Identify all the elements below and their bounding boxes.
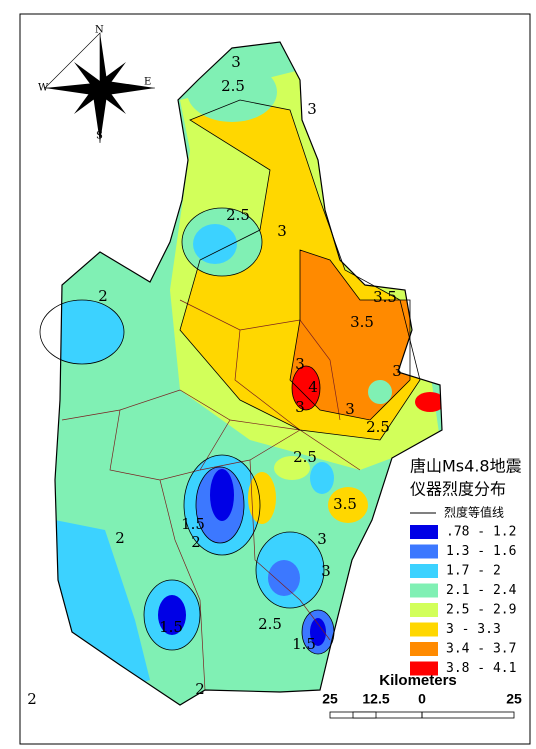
- compass-s: S: [96, 131, 103, 142]
- legend-label: 3.4 - 3.7: [446, 642, 516, 657]
- legend-label: .78 - 1.2: [446, 525, 516, 540]
- zone: [193, 224, 237, 264]
- contour-label: 2: [98, 287, 108, 305]
- scale-bar: Kilometers 25 12.5 0 25: [322, 672, 522, 719]
- legend-swatch: [410, 544, 438, 559]
- legend-label: 3 - 3.3: [446, 622, 501, 637]
- contour-label: 2: [115, 529, 125, 547]
- legend-label: 1.7 - 2: [446, 564, 501, 579]
- contour-label: 3: [277, 222, 287, 240]
- zone: [187, 62, 277, 122]
- legend-label: 2.1 - 2.4: [446, 583, 517, 598]
- contour-label: 3: [317, 530, 327, 548]
- scale-label: 25: [506, 691, 522, 707]
- legend-title: 仪器烈度分布: [410, 480, 506, 499]
- contour-label: 3.5: [373, 288, 397, 306]
- scale-label: 12.5: [362, 691, 389, 707]
- compass: N S E W: [38, 25, 155, 143]
- contour-label: 1.5: [181, 515, 205, 533]
- scale-label: 0: [418, 691, 426, 707]
- contour-label: 2: [191, 533, 201, 551]
- zone: [268, 560, 300, 596]
- zone: [328, 487, 368, 523]
- zone: [158, 595, 186, 635]
- compass-n: N: [95, 25, 104, 36]
- legend-swatch: [410, 564, 438, 578]
- contour-lines: [39, 99, 421, 655]
- legend-swatch: [410, 642, 438, 656]
- zone: [290, 250, 410, 420]
- contour-label: 2.5: [226, 206, 250, 224]
- contour-label: 2.5: [366, 418, 390, 436]
- contour-label: 3: [295, 398, 305, 416]
- contour-label: 2.5: [293, 448, 317, 466]
- zone: [274, 456, 310, 480]
- contour-label: 4: [308, 378, 318, 396]
- scale-unit: Kilometers: [379, 672, 457, 689]
- contour-label: 3: [307, 100, 317, 118]
- scale-label: 25: [322, 691, 338, 707]
- contour-label: 3: [392, 362, 402, 380]
- compass-e: E: [144, 77, 151, 88]
- compass-w: W: [38, 83, 49, 94]
- legend: 唐山Ms4.8地震 仪器烈度分布 烈度等值线 .78 - 1.2 1.3 - 1.…: [410, 457, 522, 676]
- contour-label: 3: [321, 562, 331, 580]
- contour-label: 3.5: [350, 313, 374, 331]
- legend-swatch: [410, 622, 438, 637]
- contour-label: 3.5: [333, 495, 357, 513]
- legend-label: 1.3 - 1.6: [446, 544, 516, 559]
- zone: [292, 366, 320, 410]
- legend-swatch: [410, 583, 438, 598]
- contour-label: 1.5: [159, 618, 183, 636]
- legend-swatch: [410, 661, 438, 676]
- zone: [210, 469, 234, 521]
- legend-swatch: [410, 603, 438, 617]
- contour-label: 3: [345, 400, 355, 418]
- contour-label: 1.5: [292, 635, 316, 653]
- zone: [368, 380, 392, 404]
- contour-label: 2: [27, 690, 37, 708]
- zone: [310, 618, 326, 646]
- legend-swatch: [410, 525, 438, 539]
- contour-label: 3: [231, 53, 241, 71]
- contour-label: 2.5: [221, 77, 245, 95]
- zone: [415, 392, 442, 412]
- contour-label: 2.5: [258, 615, 282, 633]
- contour-label: 2: [195, 680, 205, 698]
- zone: [310, 462, 334, 494]
- legend-title: 唐山Ms4.8地震: [410, 457, 522, 476]
- contour-label: 3: [295, 355, 305, 373]
- district-borders: [61, 299, 361, 691]
- legend-label: 3.8 - 4.1: [446, 661, 516, 676]
- zone: [248, 472, 276, 524]
- legend-label: 2.5 - 2.9: [446, 603, 516, 618]
- legend-line-label: 烈度等值线: [444, 505, 504, 520]
